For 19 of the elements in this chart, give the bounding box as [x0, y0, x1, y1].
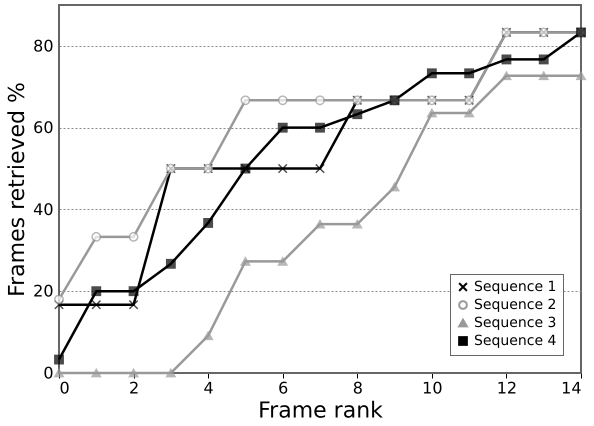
y-tick-label: 0	[43, 364, 54, 382]
y-tick-label: 20	[33, 282, 54, 301]
legend-label: Sequence 4	[474, 333, 557, 349]
x-tick-label: 0	[60, 378, 70, 398]
x-tick-label: 8	[352, 378, 363, 398]
legend-label: Sequence 2	[474, 297, 556, 313]
y-tick-label: 40	[33, 200, 54, 219]
x-tick-label: 4	[204, 378, 214, 398]
y-tick-label: 80	[33, 36, 54, 56]
x-tick-label: 14	[561, 378, 582, 398]
legend-label: Sequence 3	[474, 315, 556, 331]
x-axis-title: Frame rank	[258, 398, 384, 424]
y-axis-title: Frames retrieved %	[5, 82, 30, 297]
x-tick-label: 6	[278, 378, 288, 398]
x-tick-label: 12	[496, 378, 518, 398]
legend-label: Sequence 1	[474, 279, 556, 295]
x-tick-label: 2	[128, 378, 140, 398]
y-tick-label: 60	[33, 118, 54, 138]
x-tick-label: 10	[422, 378, 443, 398]
